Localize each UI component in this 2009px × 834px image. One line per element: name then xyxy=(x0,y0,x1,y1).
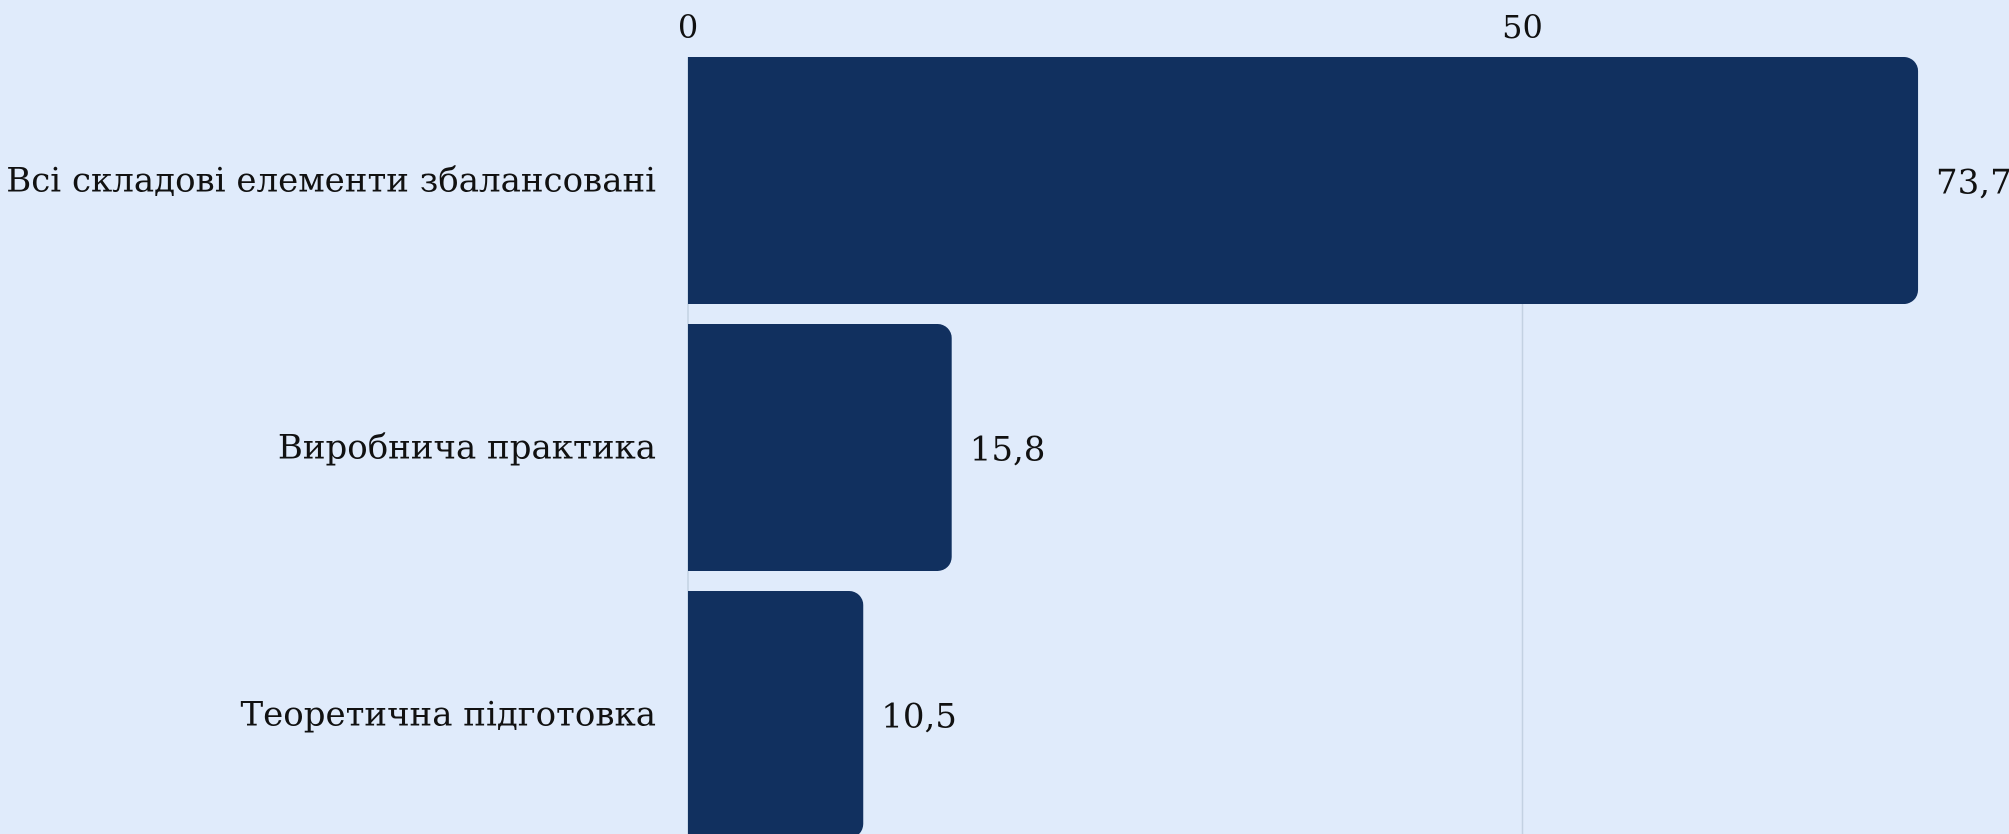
x-axis-ticks: 0 50 xyxy=(678,8,1543,46)
value-label: 10,5 xyxy=(881,697,957,737)
value-label: 73,7 xyxy=(1936,163,2009,203)
x-tick-label: 0 xyxy=(678,8,698,46)
category-label: Виробнича практика xyxy=(278,428,656,468)
value-labels: 73,7 15,8 10,5 xyxy=(881,163,2009,737)
category-label: Теоретична підготовка xyxy=(240,695,656,735)
value-label: 15,8 xyxy=(970,430,1046,470)
x-tick-label: 50 xyxy=(1502,8,1543,46)
bar xyxy=(688,324,952,571)
bars xyxy=(688,57,1919,834)
bar xyxy=(688,57,1919,304)
bar xyxy=(688,591,864,834)
category-label: Всі складові елементи збалансовані xyxy=(6,161,656,201)
category-labels: Всі складові елементи збалансовані Виробн… xyxy=(6,161,656,735)
